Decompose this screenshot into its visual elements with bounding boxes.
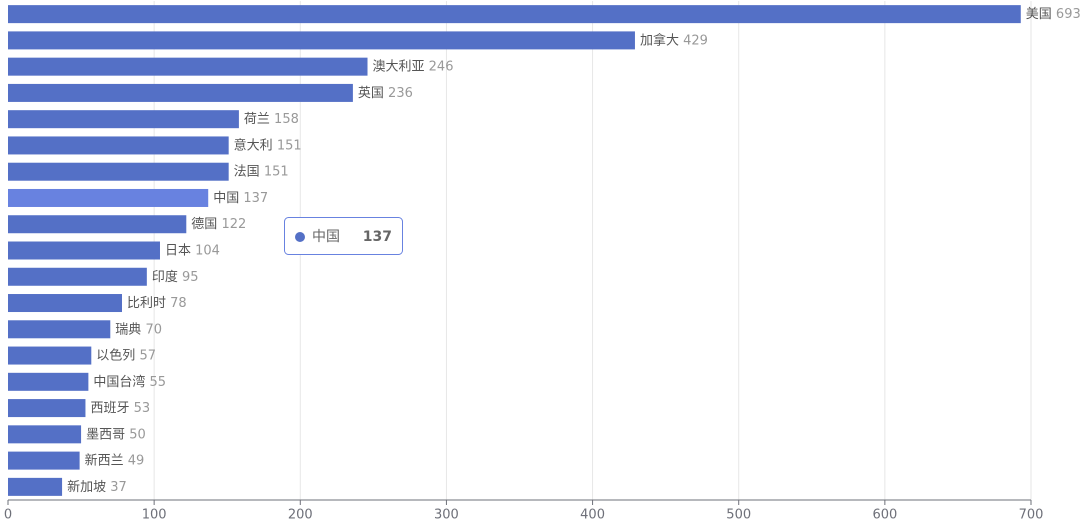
bar: [8, 346, 92, 365]
bar-label-name: 加拿大: [640, 32, 679, 48]
bar-label-value: 70: [145, 322, 162, 337]
bar-label-value: 158: [274, 112, 299, 127]
bar-label: 英国 236: [358, 85, 413, 100]
bar: [8, 83, 353, 102]
bar-label: 比利时 78: [127, 296, 187, 311]
bar-label-name: 中国: [213, 190, 239, 205]
bar-label-value: 429: [683, 33, 708, 48]
bar-label-value: 151: [264, 164, 289, 179]
bar-label: 澳大利亚 246: [373, 58, 454, 74]
x-tick-label: 400: [580, 508, 605, 523]
bar-label: 墨西哥 50: [86, 427, 146, 442]
bar-label-name: 西班牙: [90, 401, 129, 416]
bar: [8, 188, 209, 207]
bar-label-name: 英国: [358, 85, 384, 100]
x-tick-label: 500: [726, 508, 751, 523]
bar-label-value: 49: [128, 453, 145, 468]
bar-label-value: 55: [150, 374, 167, 389]
bar-label-value: 246: [429, 59, 454, 74]
tooltip-value: 137: [363, 229, 392, 245]
bar-label-name: 以色列: [96, 347, 135, 363]
bar-label-name: 比利时: [127, 296, 166, 311]
bar-label-name: 墨西哥: [86, 427, 125, 442]
x-tick-label: 700: [1019, 508, 1044, 523]
bar-label: 美国 693: [1026, 7, 1080, 22]
bar-label-name: 新西兰: [85, 452, 124, 468]
tooltip-name: 中国: [312, 229, 340, 245]
tooltip-box: [284, 217, 403, 255]
bar: [8, 399, 86, 418]
bar-label: 意大利 151: [234, 137, 302, 153]
bar-label-value: 37: [110, 479, 127, 494]
bar: [8, 215, 187, 234]
bar: [8, 110, 239, 129]
bar: [8, 136, 229, 155]
bar-label-name: 印度: [152, 268, 178, 284]
bar-label: 日本 104: [165, 243, 220, 258]
bar-label: 新西兰 49: [85, 452, 145, 468]
bar-label-name: 日本: [165, 243, 191, 258]
bar-label-name: 荷兰: [244, 112, 270, 127]
bar: [8, 294, 122, 313]
bar-label-name: 法国: [234, 164, 260, 179]
bar-label-value: 57: [139, 348, 156, 363]
bar-label: 加拿大 429: [640, 32, 708, 48]
bar-label-value: 50: [129, 427, 146, 442]
bar-label-value: 104: [195, 243, 220, 258]
bar: [8, 451, 80, 470]
tooltip: 中国 137: [284, 217, 403, 255]
bar-label: 以色列 57: [96, 347, 156, 363]
bar-label: 中国 137: [213, 190, 268, 205]
bar-label-name: 德国: [191, 217, 217, 232]
tooltip-dot: [295, 232, 305, 242]
bar-label: 中国台湾 55: [93, 373, 166, 389]
bar-label-value: 151: [277, 138, 302, 153]
bar-label: 荷兰 158: [244, 112, 299, 127]
bar-label: 印度 95: [152, 268, 199, 284]
bar-label-name: 新加坡: [67, 478, 106, 494]
bar-label: 瑞典 70: [115, 322, 162, 337]
bar: [8, 5, 1021, 24]
bar-label-value: 78: [170, 296, 187, 311]
bar-label-value: 137: [243, 190, 268, 205]
bar-label-name: 意大利: [234, 137, 273, 153]
bar-label: 新加坡 37: [67, 478, 127, 494]
bar-label: 法国 151: [234, 164, 289, 179]
bar: [8, 57, 368, 76]
bar-label-value: 95: [182, 269, 199, 284]
bar-label-name: 澳大利亚: [373, 58, 425, 74]
bar-label-value: 693: [1056, 7, 1080, 22]
bar-label-value: 53: [134, 401, 151, 416]
bar: [8, 477, 63, 496]
bar-label: 西班牙 53: [90, 401, 150, 416]
bar: [8, 320, 111, 339]
x-tick-label: 600: [872, 508, 897, 523]
bar-label-name: 中国台湾: [93, 373, 145, 389]
bar: [8, 425, 82, 444]
x-tick-label: 100: [142, 508, 167, 523]
bar-label-value: 122: [221, 217, 246, 232]
bar-label: 德国 122: [191, 217, 246, 232]
bar: [8, 372, 89, 391]
x-tick-label: 0: [4, 508, 12, 523]
bar-label-name: 美国: [1026, 7, 1052, 22]
bar-label-name: 瑞典: [115, 322, 141, 337]
bar: [8, 31, 635, 50]
x-tick-label: 200: [288, 508, 313, 523]
bar: [8, 267, 147, 286]
bar: [8, 162, 229, 181]
bar-label-value: 236: [388, 85, 413, 100]
bar: [8, 241, 160, 260]
x-tick-label: 300: [434, 508, 459, 523]
